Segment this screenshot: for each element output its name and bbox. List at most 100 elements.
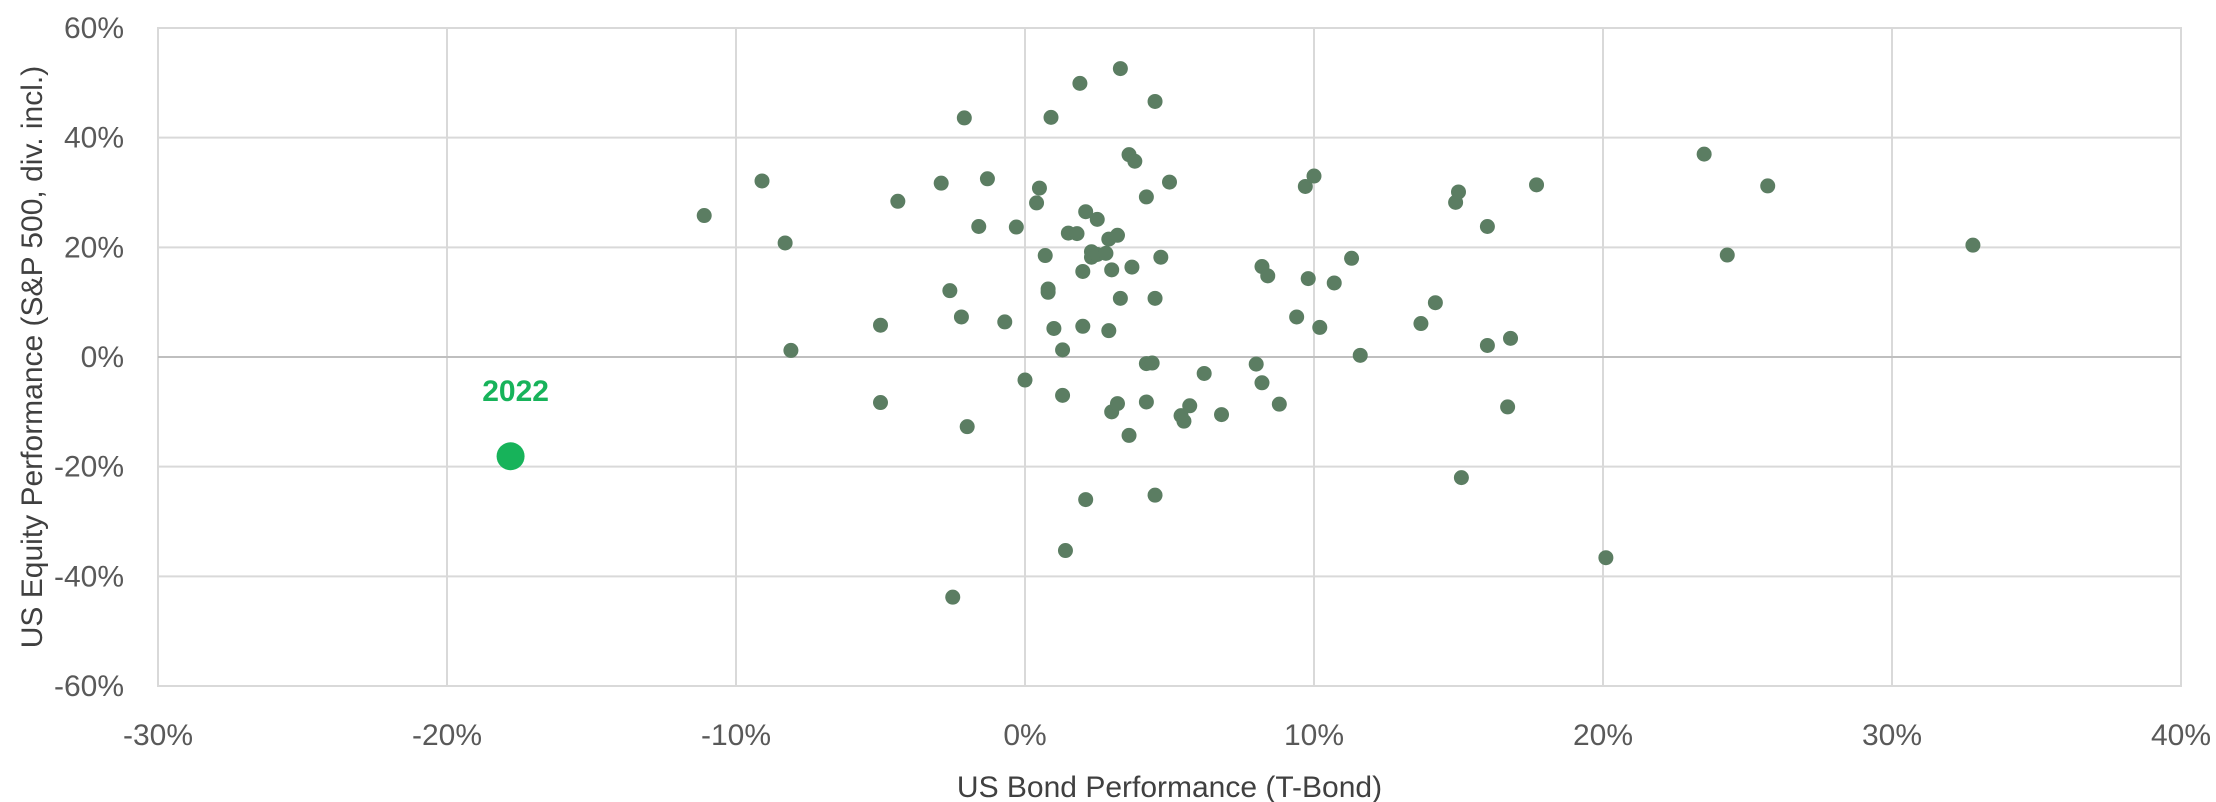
y-axis-title: US Equity Performance (S&P 500, div. inc… [16,66,49,648]
data-point [1248,356,1264,372]
data-point [1182,398,1198,414]
y-tick-label: -20% [54,451,124,484]
data-point [1147,290,1163,306]
data-point [979,171,995,187]
data-point [1696,146,1712,162]
data-point [1104,262,1120,278]
data-point [1055,387,1071,403]
data-point [873,317,888,333]
data-point [1254,375,1270,391]
x-axis-title: US Bond Performance (T-Bond) [957,771,1382,802]
data-point [1078,492,1094,508]
y-tick-label: 40% [64,122,124,155]
data-points [696,61,1981,605]
data-point [953,309,969,325]
data-point [1127,153,1143,169]
data-point [1109,396,1125,412]
data-point [1162,174,1177,190]
data-point [1153,249,1169,265]
data-point [1260,268,1276,284]
data-point [1176,413,1192,429]
highlight-point-2022 [496,442,525,471]
data-point [1017,372,1033,388]
x-tick-label: 30% [1862,719,1922,752]
data-point [1089,211,1105,227]
data-point [1121,427,1137,443]
highlight-group: 2022 [482,375,549,471]
data-point [1427,295,1443,311]
x-tick-label: -20% [412,719,482,752]
y-tick-label: 0% [81,341,124,374]
data-point [1479,337,1495,353]
data-point [1040,281,1056,297]
data-point [1144,355,1160,371]
data-point [997,314,1013,330]
data-point [1300,271,1316,287]
data-point [1196,365,1212,381]
x-tick-label: 20% [1573,719,1633,752]
data-point [945,589,961,605]
data-point [942,283,958,299]
data-point [1297,178,1313,194]
data-point [1965,237,1981,253]
data-point [1147,487,1163,503]
highlight-label-2022: 2022 [482,375,549,408]
data-point [754,173,770,189]
data-point [1138,189,1154,205]
data-point [1352,347,1368,363]
y-tick-label: 60% [64,12,124,45]
data-point [1109,227,1125,243]
data-point [1031,180,1047,196]
data-point [1075,263,1091,279]
data-point [1138,394,1154,410]
data-point [1029,195,1045,211]
data-point [890,193,906,209]
data-point [1312,319,1328,335]
x-tick-label: -10% [701,719,771,752]
data-point [1306,168,1322,184]
data-point [1413,316,1429,332]
data-point [1078,204,1094,220]
data-point [1214,407,1230,423]
data-point [1271,396,1287,412]
data-point [1008,219,1024,235]
data-point [1037,248,1053,264]
data-point [1326,275,1342,291]
data-point [1072,75,1088,91]
data-point [1760,178,1776,194]
data-point [933,175,949,191]
y-tick-label: 20% [64,231,124,264]
data-point [1046,320,1062,336]
data-point [1112,61,1128,77]
data-point [959,419,975,435]
tick-labels: -30% -20% -10% 0% 10% 20% 30% 40% -60% -40% -20% 0%… [54,12,2211,752]
data-point [1344,250,1360,266]
x-tick-label: -30% [123,719,193,752]
x-tick-label: 0% [1003,719,1046,752]
data-point [1451,184,1466,200]
data-point [696,208,712,224]
data-point [873,395,888,411]
data-point [1098,245,1114,261]
data-point [783,342,799,358]
data-point [1112,290,1128,306]
grid-lines [157,27,2182,687]
x-tick-label: 10% [1284,719,1344,752]
data-point [1124,259,1140,275]
x-tick-label: 40% [2151,719,2211,752]
data-point [1043,109,1059,125]
data-point [1453,470,1469,486]
data-point [1101,323,1117,339]
data-point [1479,218,1495,234]
data-point [1529,177,1545,193]
data-point [956,110,972,126]
data-point [777,235,793,251]
data-point [1500,399,1516,415]
data-point [1075,318,1091,334]
data-point [1057,543,1073,559]
y-tick-label: -40% [54,560,124,593]
data-point [1069,226,1085,242]
data-point [1503,330,1519,346]
data-point [1289,309,1305,325]
